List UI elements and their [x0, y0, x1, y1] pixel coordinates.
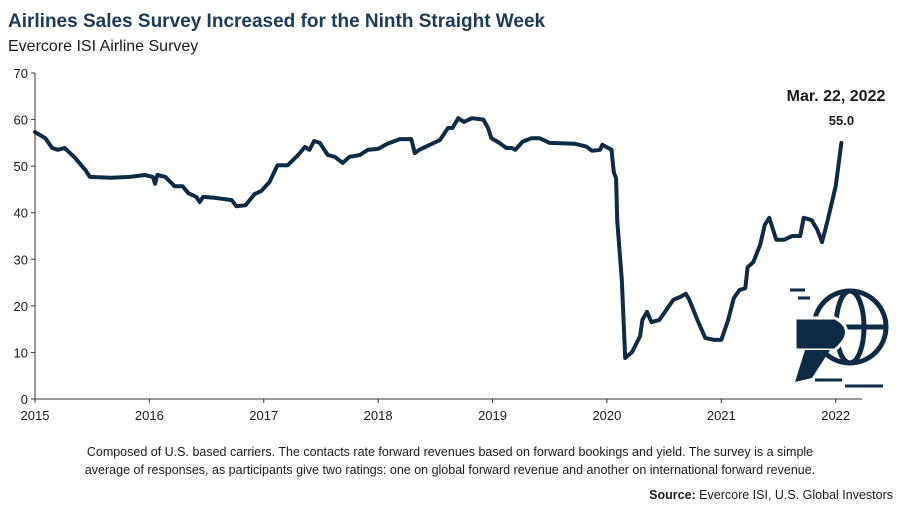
x-tick-label: 2022: [821, 408, 850, 423]
chart-title: Airlines Sales Survey Increased for the …: [8, 11, 546, 32]
y-tick-label: 70: [14, 66, 28, 81]
source: Source: Evercore ISI, U.S. Global Invest…: [649, 488, 893, 502]
x-tick-label: 2017: [249, 408, 278, 423]
y-tick-label: 20: [14, 299, 28, 314]
y-tick-label: 30: [14, 252, 28, 267]
y-tick-label: 10: [14, 345, 28, 360]
note: average of responses, as participants gi…: [85, 463, 815, 477]
y-tick-label: 50: [14, 159, 28, 174]
y-tick-label: 40: [14, 206, 28, 221]
chart-subtitle: Evercore ISI Airline Survey: [8, 38, 198, 55]
x-tick-label: 2015: [21, 408, 50, 423]
source-text: Evercore ISI, U.S. Global Investors: [699, 488, 893, 502]
x-tick-label: 2020: [592, 408, 621, 423]
x-tick-label: 2018: [364, 408, 393, 423]
note: Composed of U.S. based carriers. The con…: [87, 445, 813, 459]
y-tick-label: 0: [21, 392, 28, 407]
value-label: 55.0: [829, 113, 854, 128]
annotation: Mar. 22, 2022: [787, 88, 886, 105]
x-tick-label: 2021: [707, 408, 736, 423]
airline-icon: [790, 288, 889, 388]
x-tick-label: 2019: [478, 408, 507, 423]
line: [33, 116, 844, 360]
source-label: Source:: [649, 488, 696, 502]
x-tick-label: 2016: [135, 408, 164, 423]
y-tick-label: 60: [14, 113, 28, 128]
